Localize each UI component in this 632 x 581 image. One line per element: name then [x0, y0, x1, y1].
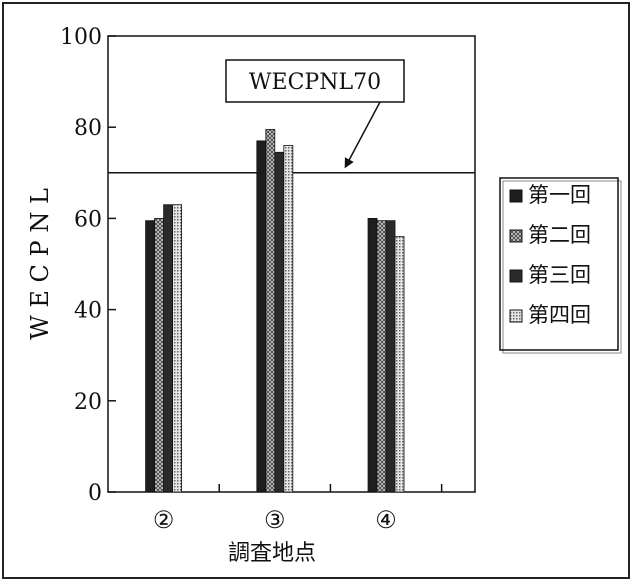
y-tick-label: 40 — [74, 299, 102, 324]
reference-annotation: WECPNL70 — [225, 59, 405, 169]
bar — [256, 140, 267, 493]
bar — [274, 151, 285, 493]
bar — [145, 220, 156, 493]
y-axis-title: W E C P N L — [26, 188, 54, 340]
legend-swatch — [509, 309, 523, 323]
legend-swatch — [509, 269, 523, 283]
legend-label: 第四回 — [528, 303, 591, 327]
bar — [154, 217, 165, 493]
legend-label: 第一回 — [528, 183, 591, 207]
y-axis: 0 20 40 60 80 100 — [60, 25, 116, 506]
bar — [385, 220, 396, 493]
legend-label: 第三回 — [528, 263, 591, 287]
x-tick-label: ③ — [264, 506, 286, 534]
bars-group — [145, 129, 405, 493]
legend-swatch — [509, 189, 523, 203]
annotation-arrow — [344, 101, 381, 169]
x-tick-label: ② — [153, 506, 175, 534]
annotation-box — [225, 59, 405, 103]
bar — [394, 236, 405, 493]
x-axis: ② ③ ④ — [153, 484, 443, 534]
y-tick-label: 0 — [88, 481, 102, 506]
y-tick-label: 80 — [74, 116, 102, 141]
bar — [163, 204, 174, 493]
bar — [265, 129, 276, 493]
annotation-label: WECPNL70 — [249, 70, 381, 95]
x-tick-label: ④ — [375, 506, 397, 534]
x-axis-title: 調査地点 — [228, 541, 316, 566]
y-tick-label: 20 — [74, 390, 102, 415]
y-tick-label: 100 — [60, 25, 102, 50]
y-tick-label: 60 — [74, 207, 102, 232]
bar — [376, 220, 387, 493]
bar — [367, 217, 378, 493]
legend-swatch — [509, 229, 523, 243]
bar — [283, 145, 294, 493]
legend-label: 第二回 — [528, 223, 591, 247]
bar — [172, 204, 183, 493]
